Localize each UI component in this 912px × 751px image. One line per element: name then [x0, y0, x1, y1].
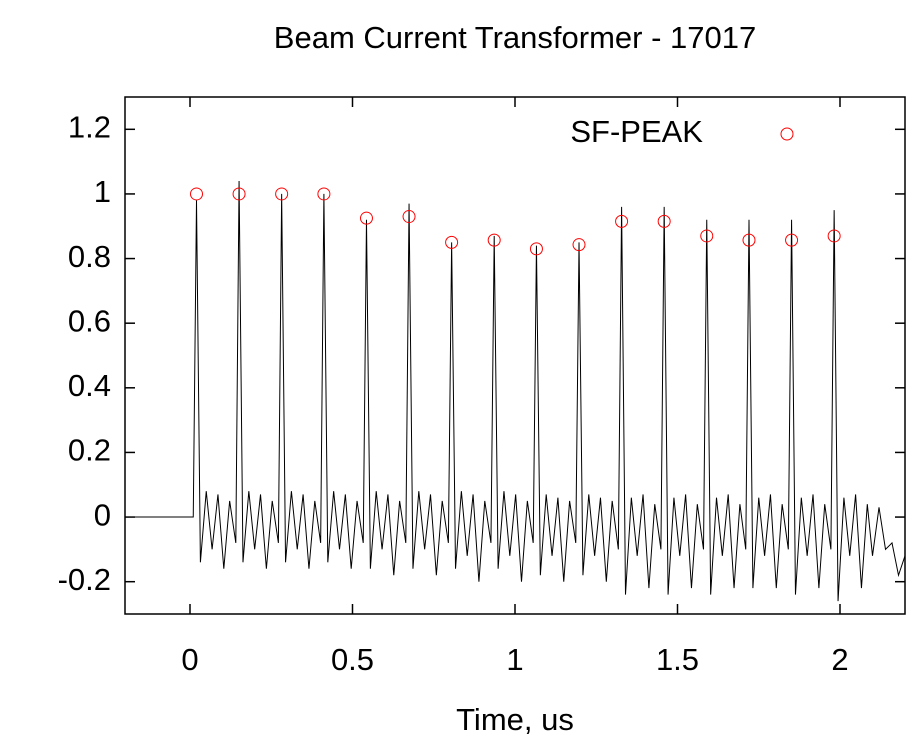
peak-point — [402, 210, 416, 224]
x-tick-label: 1.5 — [656, 642, 699, 677]
peak-point — [657, 214, 671, 228]
x-axis-label: Time, us — [456, 702, 574, 737]
peak-point — [487, 233, 501, 247]
legend-marker — [780, 127, 794, 141]
peak-point — [529, 242, 543, 256]
peak-point — [359, 211, 373, 225]
y-tick-label: -0.2 — [58, 562, 111, 597]
x-tick-label: 0 — [181, 642, 198, 677]
peak-point — [190, 187, 203, 201]
y-tick-label: 0.8 — [68, 239, 111, 274]
peak-point — [615, 214, 629, 228]
peak-point — [445, 235, 459, 249]
peak-point — [232, 187, 246, 201]
x-tick-label: 0.5 — [331, 642, 374, 677]
signal-line — [125, 181, 906, 602]
y-tick-label: 0.2 — [68, 433, 111, 468]
x-tick-label: 1 — [506, 642, 523, 677]
x-tick-label: 2 — [831, 642, 848, 677]
y-tick-label: 0 — [94, 497, 111, 532]
peak-point — [275, 187, 289, 201]
peak-point — [700, 229, 714, 243]
peak-point — [785, 233, 799, 247]
legend-label: SF-PEAK — [570, 114, 703, 149]
peak-point — [317, 187, 331, 201]
y-tick-label: 1 — [94, 174, 111, 209]
chart-title: Beam Current Transformer - 17017 — [274, 20, 756, 55]
y-tick-label: 0.4 — [68, 368, 111, 403]
peak-point — [742, 233, 756, 247]
peak-point — [827, 229, 841, 243]
y-tick-label: 1.2 — [68, 110, 111, 145]
y-tick-label: 0.6 — [68, 303, 111, 338]
peak-point — [572, 238, 586, 252]
